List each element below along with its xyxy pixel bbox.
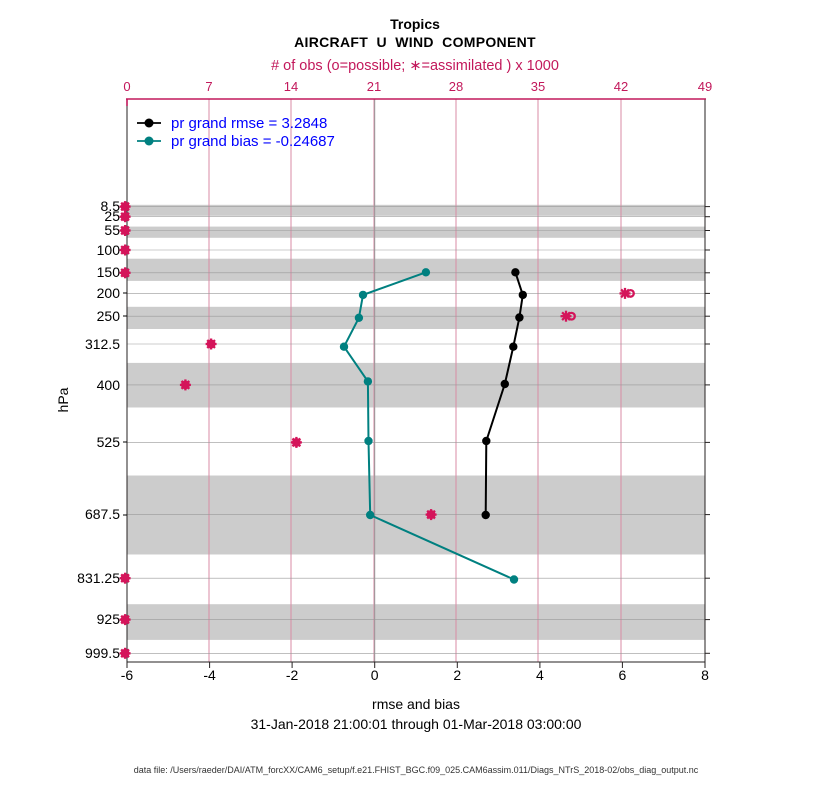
svg-text:42: 42 xyxy=(614,79,628,94)
svg-text:831.25: 831.25 xyxy=(77,570,120,586)
svg-text:55: 55 xyxy=(104,222,120,238)
svg-text:35: 35 xyxy=(531,79,545,94)
svg-text:rmse and bias: rmse and bias xyxy=(372,696,460,712)
svg-text:21: 21 xyxy=(367,79,381,94)
svg-text:pr grand rmse = 3.2848: pr grand rmse = 3.2848 xyxy=(171,115,327,132)
svg-text:-6: -6 xyxy=(121,667,134,683)
svg-text:7: 7 xyxy=(205,79,212,94)
svg-text:6: 6 xyxy=(619,667,627,683)
svg-text:2: 2 xyxy=(453,667,461,683)
svg-text:8: 8 xyxy=(701,667,709,683)
svg-text:0: 0 xyxy=(371,667,379,683)
svg-text:250: 250 xyxy=(97,308,121,324)
svg-text:28: 28 xyxy=(449,79,463,94)
svg-text:999.5: 999.5 xyxy=(85,645,120,661)
svg-text:0: 0 xyxy=(123,79,130,94)
svg-text:31-Jan-2018 21:00:01 through: 31-Jan-2018 21:00:01 through 01-Mar-2018… xyxy=(251,716,582,732)
svg-text:400: 400 xyxy=(97,377,121,393)
svg-text:150: 150 xyxy=(97,264,121,280)
svg-text:-4: -4 xyxy=(203,667,216,683)
svg-text:100: 100 xyxy=(97,242,121,258)
svg-text:4: 4 xyxy=(536,667,544,683)
svg-text:pr grand bias = -0.24687: pr grand bias = -0.24687 xyxy=(171,133,335,150)
svg-text:312.5: 312.5 xyxy=(85,336,120,352)
svg-text:925: 925 xyxy=(97,611,121,627)
svg-text:525: 525 xyxy=(97,434,121,450)
svg-text:200: 200 xyxy=(97,285,121,301)
svg-text:49: 49 xyxy=(698,79,712,94)
svg-text:-2: -2 xyxy=(286,667,299,683)
svg-text:14: 14 xyxy=(284,79,298,94)
svg-text:687.5: 687.5 xyxy=(85,506,120,522)
svg-text:data file: /Users/raeder/DAI/A: data file: /Users/raeder/DAI/ATM_forcXX/… xyxy=(134,765,699,775)
svg-text:hPa: hPa xyxy=(55,387,71,412)
